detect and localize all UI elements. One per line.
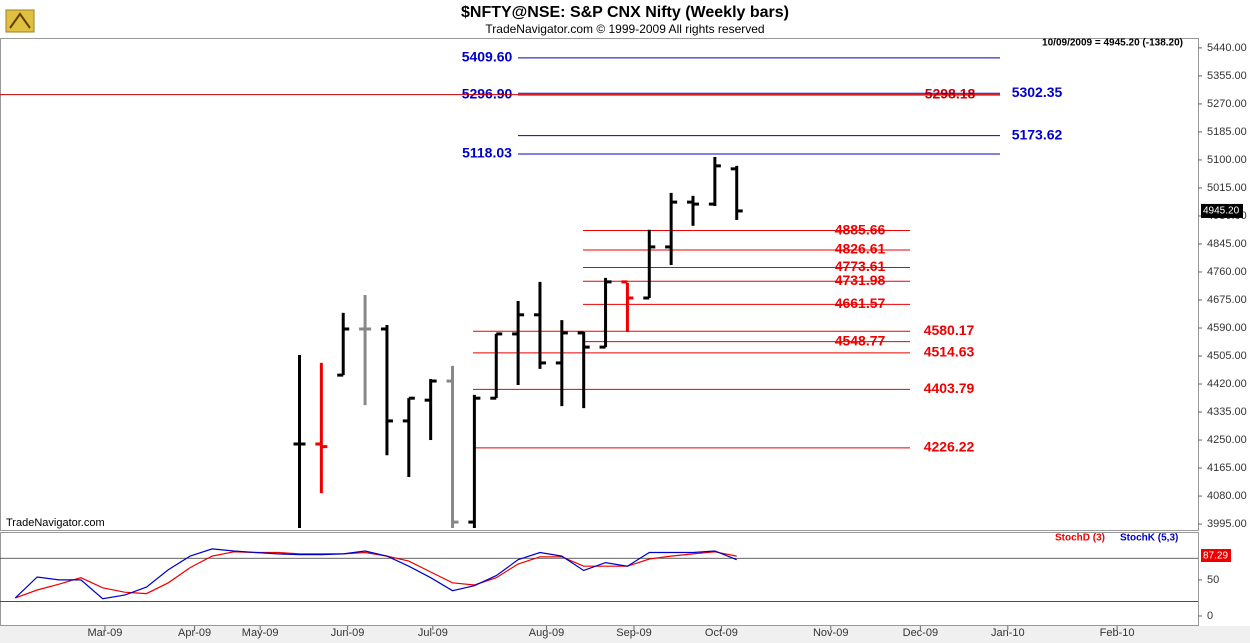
logo (5, 9, 35, 33)
y-tick-label: 4590.00 (1207, 322, 1247, 334)
y-tick-label: 4845.00 (1207, 238, 1247, 250)
date-strip (0, 626, 1250, 643)
level-label: 4580.17 (924, 322, 975, 338)
level-label: 5118.03 (462, 145, 512, 161)
last-price: 4945.20 (1203, 206, 1240, 217)
y-tick-label: 5355.00 (1207, 70, 1247, 82)
level-label: 4885.66 (835, 221, 886, 237)
last-tag: 87.29 (1203, 551, 1228, 562)
x-tick-label: Mar-09 (88, 627, 123, 639)
x-tick-label: Oct-09 (705, 627, 738, 639)
y-tick-label: 5440.00 (1207, 42, 1247, 54)
info: 10/09/2009 = 4945.20 (-138.20) (1042, 38, 1183, 49)
y-tick-label: 5100.00 (1207, 154, 1247, 166)
watermark: TradeNavigator.com (6, 517, 105, 529)
y-tick-label: 4165.00 (1207, 462, 1247, 474)
level-label: 4403.79 (924, 380, 975, 396)
y-tick-label: 3995.00 (1207, 518, 1247, 530)
level-label: 5296.90 (462, 86, 513, 102)
y-tick-label: 4675.00 (1207, 294, 1247, 306)
x-tick-label: Dec-09 (903, 627, 938, 639)
level-label: 5302.35 (1012, 84, 1063, 100)
last-price-bg (1201, 203, 1243, 218)
x-tick-label: Nov-09 (813, 627, 848, 639)
price-panel (0, 38, 1199, 531)
level-label: 5173.62 (1012, 126, 1063, 142)
level-label: 4661.57 (835, 295, 886, 311)
x-tick-label: May-09 (242, 627, 279, 639)
x-tick-label: Jul-09 (418, 627, 448, 639)
level-label: 4773.61 (835, 258, 886, 274)
y-tick-label: 5015.00 (1207, 182, 1247, 194)
y-tick-label: 50 (1207, 574, 1219, 586)
y-tick-label: 4080.00 (1207, 490, 1247, 502)
y-tick-label: 0 (1207, 610, 1213, 622)
y-tick-label: 4760.00 (1207, 266, 1247, 278)
level-label: 4226.22 (924, 439, 975, 455)
x-tick-label: Apr-09 (178, 627, 211, 639)
stoch-line (15, 551, 737, 599)
x-tick-label: Jan-10 (991, 627, 1025, 639)
chart-title: $NFTY@NSE: S&P CNX Nifty (Weekly bars) (461, 4, 789, 21)
level-label: 5409.60 (462, 49, 513, 65)
y-tick-label: 4505.00 (1207, 350, 1247, 362)
legend-entry: StochD (3) (1055, 533, 1105, 544)
y-tick-label: 4420.00 (1207, 378, 1247, 390)
level-label: 4514.63 (924, 344, 975, 360)
level-label: 4731.98 (835, 272, 886, 288)
level-label: 4826.61 (835, 241, 886, 257)
y-tick-label: 4335.00 (1207, 406, 1247, 418)
y-tick-label: 5185.00 (1207, 126, 1247, 138)
stoch-panel (0, 532, 1199, 626)
subtitle: TradeNavigator.com © 1999-2009 All right… (485, 22, 764, 36)
last-tag-bg (1201, 549, 1231, 562)
level-label: 4548.77 (835, 332, 886, 348)
x-tick-label: Jun-09 (331, 627, 365, 639)
y-tick-label: 5270.00 (1207, 98, 1247, 110)
y-tick-label: 4250.00 (1207, 434, 1247, 446)
x-tick-label: Sep-09 (616, 627, 651, 639)
x-tick-label: Feb-10 (1100, 627, 1135, 639)
x-tick-label: Aug-09 (529, 627, 564, 639)
legend-entry: StochK (5,3) (1120, 533, 1178, 544)
stoch-line (14, 548, 737, 600)
